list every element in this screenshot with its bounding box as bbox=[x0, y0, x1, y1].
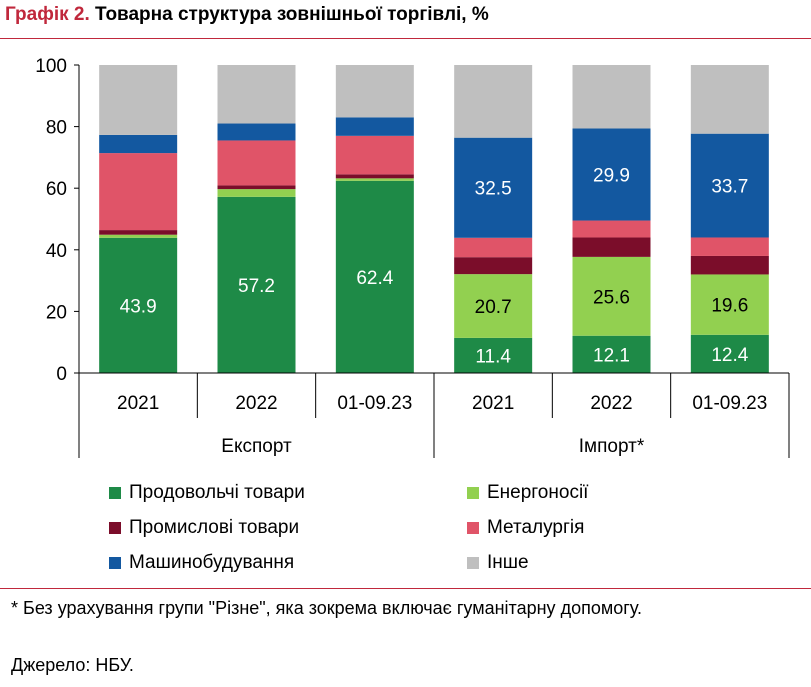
data-label-10: 29.9 bbox=[593, 165, 630, 186]
y-tick-label-2: 40 bbox=[46, 241, 67, 262]
x-tick-label-3: 2021 bbox=[472, 393, 514, 414]
chart-title-text: Товарна структура зовнішньої торгівлі, % bbox=[89, 4, 489, 25]
bar-segment-5-0 bbox=[99, 65, 178, 135]
data-label-0: 43.9 bbox=[120, 296, 157, 317]
legend-label-5: Інше bbox=[487, 552, 529, 573]
bar-segment-1-2 bbox=[335, 178, 414, 181]
y-tick-label-1: 20 bbox=[46, 302, 67, 323]
data-label-4: 12.1 bbox=[593, 345, 630, 366]
footer-divider bbox=[0, 588, 811, 589]
bar-segment-4-3 bbox=[454, 137, 533, 238]
legend-label-4: Машинобудування bbox=[129, 552, 295, 573]
bar-segment-0-0 bbox=[99, 237, 178, 373]
bar-segment-4-0 bbox=[99, 134, 178, 154]
data-label-8: 19.6 bbox=[711, 296, 748, 317]
group-label-0: Експорт bbox=[221, 436, 292, 457]
legend-swatch-3 bbox=[467, 522, 479, 534]
bar-segment-2-0 bbox=[99, 230, 178, 235]
legend-swatch-1 bbox=[467, 487, 479, 499]
bar-segment-4-2 bbox=[335, 117, 414, 136]
data-label-11: 33.7 bbox=[711, 177, 748, 198]
data-label-2: 62.4 bbox=[356, 268, 393, 289]
data-label-3: 11.4 bbox=[475, 346, 511, 367]
bar-segment-1-5 bbox=[690, 274, 769, 335]
legend-label-2: Промислові товари bbox=[129, 517, 300, 538]
data-label-5: 12.4 bbox=[711, 345, 748, 366]
data-label-7: 25.6 bbox=[593, 287, 630, 308]
bar-segment-2-4 bbox=[572, 237, 651, 257]
bar-segment-0-2 bbox=[335, 180, 414, 373]
bar-segment-3-3 bbox=[454, 237, 533, 258]
title-divider bbox=[0, 38, 811, 39]
bar-segment-3-1 bbox=[217, 140, 296, 186]
data-label-1: 57.2 bbox=[238, 276, 275, 297]
bar-segment-3-0 bbox=[99, 153, 178, 231]
footnote: * Без урахування групи "Різне", яка зокр… bbox=[11, 598, 642, 618]
bar-segment-2-3 bbox=[454, 257, 533, 275]
chart-title-prefix: Графік 2. bbox=[5, 4, 90, 25]
bar-segment-0-3 bbox=[454, 337, 533, 373]
bar-segment-5-4 bbox=[572, 65, 651, 129]
legend-swatch-0 bbox=[109, 487, 121, 499]
bar-segment-2-1 bbox=[217, 185, 296, 190]
bar-segment-0-4 bbox=[572, 335, 651, 373]
y-tick-label-0: 0 bbox=[56, 364, 67, 385]
stacked-bar-chart: 0 20 40 60 80 100 2021 2022 01-09.23 2021 2022 01-0… bbox=[35, 56, 790, 458]
bar-segment-2-2 bbox=[335, 174, 414, 179]
bar-segment-5-3 bbox=[454, 65, 533, 138]
legend-swatch-4 bbox=[109, 557, 121, 569]
group-label-1: Імпорт* bbox=[579, 436, 645, 457]
bar-segment-3-2 bbox=[335, 135, 414, 175]
legend-label-0: Продовольчі товари bbox=[129, 482, 305, 503]
bar-segment-4-5 bbox=[690, 133, 769, 238]
bar-segment-4-4 bbox=[572, 128, 651, 221]
legend-label-3: Металургія bbox=[487, 517, 585, 538]
x-tick-label-5: 01-09.23 bbox=[692, 393, 767, 414]
bar-segment-1-1 bbox=[217, 189, 296, 197]
bar-segment-3-4 bbox=[572, 220, 651, 238]
bar-segment-1-4 bbox=[572, 256, 651, 336]
data-label-6: 20.7 bbox=[475, 297, 512, 318]
bar-segment-5-1 bbox=[217, 65, 296, 124]
x-tick-label-4: 2022 bbox=[590, 393, 632, 414]
bar-segment-3-5 bbox=[690, 237, 769, 256]
legend-swatch-2 bbox=[109, 522, 121, 534]
y-tick-label-3: 60 bbox=[46, 179, 67, 200]
x-tick-label-2: 01-09.23 bbox=[337, 393, 412, 414]
y-tick-label-5: 100 bbox=[35, 56, 67, 77]
bar-segment-1-0 bbox=[99, 234, 178, 238]
legend-swatch-5 bbox=[467, 557, 479, 569]
data-label-9: 32.5 bbox=[475, 179, 512, 200]
bar-segment-1-3 bbox=[454, 274, 533, 338]
bar-segment-0-5 bbox=[690, 334, 769, 373]
bar-segment-4-1 bbox=[217, 123, 296, 141]
y-tick-label-4: 80 bbox=[46, 118, 67, 139]
bar-segment-2-5 bbox=[690, 255, 769, 275]
source-note: Джерело: НБУ. bbox=[11, 655, 134, 675]
x-tick-label-1: 2022 bbox=[235, 393, 277, 414]
bar-segment-0-1 bbox=[217, 196, 296, 373]
x-tick-label-0: 2021 bbox=[117, 393, 159, 414]
chart-title: Графік 2. Товарна структура зовнішньої т… bbox=[5, 4, 489, 26]
bar-segment-5-2 bbox=[335, 65, 414, 118]
bar-segment-5-5 bbox=[690, 65, 769, 134]
legend-label-1: Енергоносії bbox=[487, 482, 589, 503]
